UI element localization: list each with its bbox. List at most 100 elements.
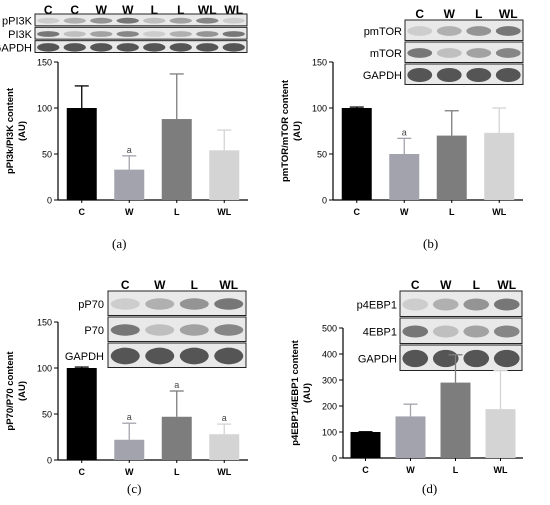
chart-d: C W L WLp4EBP14EBP1GAPDH0100200300400500p4E… [290,278,523,475]
bars-d: C W L WL [350,354,516,475]
y-axis-label-d: p4EBP1/4EBP1 content [290,339,301,445]
y-axis-label-a: pPI3k/PI3K content [5,87,16,174]
blot-band [63,43,86,52]
x-tick-label-d-WL: WL [494,465,508,475]
y-axis-label-b: pmTOR/mTOR content [280,79,291,182]
y-axis-label-c: (AU) [17,381,28,401]
x-tick-label-c-WL: WL [217,467,231,477]
blot-lane-label-b: L [475,7,482,21]
blot-band [110,324,140,336]
y-tick-label-c: 0 [47,456,52,466]
blot-strip [34,40,248,54]
axes-d: 0 100 200 300 400 500 p4EBP1/4EBP1 content (AU) [290,324,523,464]
bar-b-C [341,108,372,200]
bar-a-W [114,169,145,200]
blot-band [145,298,175,310]
blot-lane-label-d: W [440,278,452,292]
blot-band [143,31,166,37]
blot-lane-label-c: WL [219,278,238,292]
blot-band [116,17,139,24]
blot-band [169,31,192,37]
y-tick-label-a: 150 [37,58,52,68]
y-axis-label-c: pP70/P70 content [5,351,16,431]
x-tick-label-b-L: L [449,207,455,217]
y-axis-label-b: (AU) [292,121,303,141]
blot-lane-label-d: L [473,278,480,292]
blot-lane-label-a: C [70,3,79,17]
blot-band [407,26,433,36]
blot-band [179,298,209,310]
blot-strip [34,13,248,27]
blot-band [466,26,492,36]
blot-band [169,43,192,52]
panel-a: CCWWLLWLWLpPI3KPI3KGAPDH050100150pPI3k/P… [0,0,275,251]
y-tick-label-b: 100 [312,104,327,114]
y-tick-label-b: 0 [322,196,327,206]
bar-a-WL [209,150,240,200]
blot-band [196,17,219,24]
blot-band [466,48,492,58]
y-tick-label-b: 150 [312,58,327,68]
blot-lane-label-c: L [191,278,198,292]
blot-band [407,48,433,58]
y-axis-label-a: (AU) [17,121,28,141]
blot-band [37,43,60,52]
blot-band [110,347,140,365]
blot-row-label-b: pmTOR [364,26,402,38]
y-tick-label-c: 50 [42,410,52,420]
blot-band [110,298,140,310]
blot-row-label-c: GAPDH [65,351,104,363]
panel-label-d: (d) [422,481,438,496]
blot-band [432,325,459,338]
y-tick-label-d: 500 [322,324,337,334]
blot-band [179,347,209,365]
bar-d-W [395,416,426,458]
x-tick-label-a-W: W [125,207,134,217]
sig-annotation-b-W: a [402,127,407,137]
blot-band [493,325,520,338]
panel-b: C W L WL pmTOR mTOR GAPDH 0 50 100 150 pmTOR/mTOR c… [275,0,550,251]
blot-row-label-a: PI3K [8,29,33,41]
bar-c-C [66,368,97,460]
bars-b: CaW L WL [341,106,515,217]
bars-a: CaW L WL [66,73,240,217]
y-tick-label-b: 50 [317,150,327,160]
y-tick-label-d: 200 [322,402,337,412]
blot-lane-label-c: W [154,278,166,292]
blot-band [169,17,192,24]
blot-band [143,17,166,24]
sig-annotation-c-L: a [174,380,179,390]
y-tick-label-c: 150 [37,318,52,328]
bar-c-WL [209,434,240,460]
blot-row-label-d: 4EBP1 [363,327,397,339]
x-tick-label-b-C: C [354,207,361,217]
blot-row-label-b: mTOR [370,48,402,60]
blot-band [432,298,459,311]
blot-strip [404,19,524,41]
panel-label-c: (c) [127,481,142,496]
bar-b-W [389,154,420,200]
blot-band [402,349,429,368]
bar-b-WL [484,132,515,200]
sig-annotation-a-W: a [127,145,132,155]
blot-band [495,67,521,83]
x-tick-label-d-C: C [362,465,369,475]
bar-c-L [161,416,192,460]
blot-band [463,298,490,311]
blot-band [222,43,245,52]
y-axis-label-d: (AU) [302,383,313,403]
blot-band [90,43,113,52]
panel-d: C W L WL p4EBP1 4EBP1 GAPDH 0 100 200 300 400 500 p4E… [275,255,550,505]
blot-lane-label-b: WL [499,7,518,21]
blot-band [463,325,490,338]
blot-band [222,17,245,24]
blot-band [436,48,462,58]
bar-a-C [66,108,97,200]
sig-annotation-c-W: a [127,412,132,422]
blot-band [402,298,429,311]
blot-a: CCWWLLWLWLpPI3KPI3KGAPDH [0,3,248,54]
blot-band [145,324,175,336]
blot-band [37,17,60,24]
